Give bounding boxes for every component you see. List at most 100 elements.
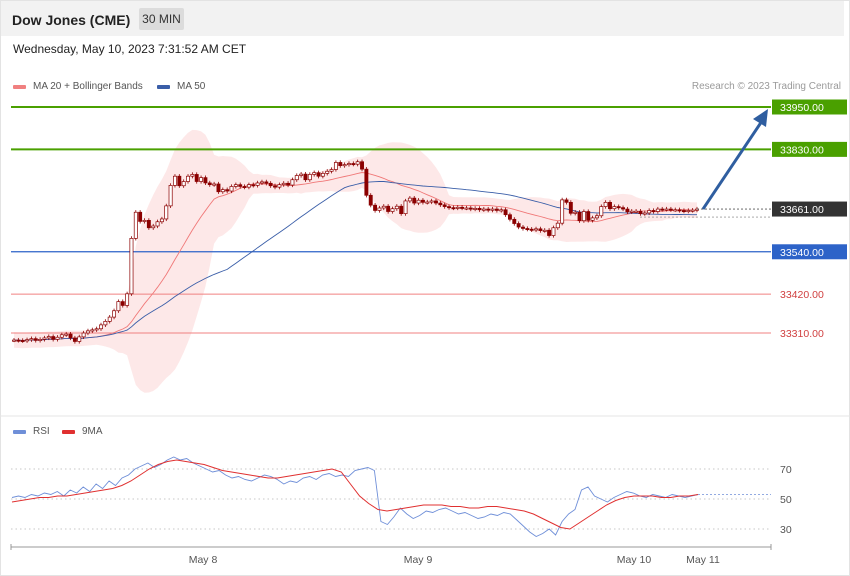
candle-body [251,184,256,187]
current-price-tag [772,201,847,217]
candle-body [203,177,208,184]
candle-body [294,175,299,181]
candle-body [360,161,364,170]
candle-body [486,208,491,211]
candle-body [199,177,204,182]
ma50-label: MA 50 [177,81,206,92]
candle-body [351,163,356,166]
level-tag-33950.00 [772,99,847,115]
candle-body [68,333,73,339]
candle-body [333,162,338,170]
candle-body [647,210,652,214]
rsi-label: RSI [33,426,50,437]
candle-body [660,208,665,211]
candle-body [573,211,578,214]
candle-body [29,338,34,341]
candle-body [368,194,373,206]
candle-body [20,340,25,342]
x-tick-may-8: May 8 [189,554,218,566]
candle-body [342,164,347,167]
candle-body [81,332,86,338]
candle-body [464,207,469,210]
rsi-tick-50: 50 [780,494,792,506]
rsi-tick-30: 30 [780,524,792,536]
candle-body [451,207,456,210]
candle-body [338,162,343,166]
level-tag-33540.00 [772,244,847,260]
candle-body [299,173,304,176]
candle-body [655,208,660,212]
legend-rsi-ma: 9MA [62,426,103,437]
candle-body [477,207,482,211]
candle-body [220,189,225,193]
research-credit: Research © 2023 Trading Central [691,81,841,92]
projection-arrowhead [753,109,768,127]
candle-body [560,199,565,224]
candle-body [542,229,547,232]
candle-body [129,238,134,295]
candle-body [638,210,643,214]
candle-body [521,226,525,229]
candle-body [412,197,417,204]
instrument-title: Dow Jones (CME) [12,12,131,28]
x-tick-may-10: May 10 [617,554,652,566]
candle-body [612,206,617,210]
candle-body [503,209,508,216]
candle-body [407,197,412,202]
candle-body [425,201,430,204]
candle-body [260,181,264,184]
candle-body [581,211,586,222]
header-bar: Dow Jones (CME) 30 MIN [1,1,844,36]
candle-body [207,182,212,186]
candle-body [455,206,460,209]
candle-body [507,214,512,220]
candle-body [664,208,669,211]
candle-body [403,200,408,214]
candle-body [625,208,630,213]
candle-body [133,211,138,239]
candle-body [442,204,447,207]
timeframe-badge[interactable]: 30 MIN [139,8,184,30]
candle-body [586,211,591,221]
candle-body [355,161,360,165]
candle-body [529,228,534,231]
candle-body [629,210,634,213]
candle-body [286,182,291,186]
candle-body [312,172,317,175]
x-tick-may-9: May 9 [404,554,433,566]
candle-body [651,210,656,213]
candle-body [281,182,286,186]
candle-body [173,175,177,186]
candle-body [564,199,569,203]
level-label-33830.00: 33830.00 [780,144,824,156]
candle-body [516,223,521,228]
candle-body [434,200,438,204]
candle-body [490,208,495,211]
candle-body [603,201,608,207]
candle-body [216,183,221,193]
candle-body [534,228,538,231]
candle-body [164,205,169,220]
candle-body [273,185,277,188]
candle-body [264,181,269,184]
candle-body [255,182,260,186]
candle-body [233,184,238,187]
candle-body [373,204,378,211]
candle-body [194,174,199,182]
legend-ma50: MA 50 [157,81,205,92]
rsi-swatch [13,429,26,434]
rsi-ma-label: 9MA [82,426,103,437]
level-label-33950.00: 33950.00 [780,102,824,114]
rsi-tick-70: 70 [780,464,792,476]
candle-body [186,175,190,182]
report-datetime: Wednesday, May 10, 2023 7:31:52 AM CET [13,42,247,56]
candle-body [499,209,504,212]
candle-body [377,207,382,211]
candle-body [690,209,695,212]
candle-body [468,207,473,210]
candle-body [86,330,90,334]
candle-body [621,207,625,210]
candle-body [686,210,691,213]
candle-body [481,208,486,211]
